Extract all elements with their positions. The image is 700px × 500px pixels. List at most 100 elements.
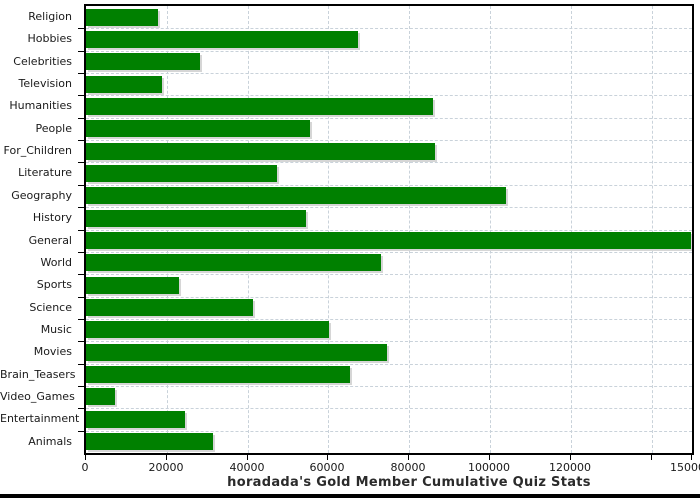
- horizontal-gridline: [86, 297, 692, 298]
- bar-literature: [86, 164, 277, 182]
- bar-entertainment: [86, 410, 185, 428]
- bar-television: [86, 75, 162, 93]
- y-axis-tick: [78, 207, 84, 208]
- x-axis-tick-label: 60000: [309, 461, 345, 474]
- category-label: Video_Games: [0, 389, 75, 403]
- plot-area: [84, 4, 694, 455]
- horizontal-gridline: [86, 408, 692, 409]
- y-axis-tick: [78, 408, 84, 409]
- horizontal-gridline: [86, 319, 692, 320]
- horizontal-gridline: [86, 230, 692, 231]
- y-axis-tick: [78, 364, 84, 365]
- vertical-gridline: [490, 6, 491, 453]
- x-axis-tick-label: 150000: [670, 461, 700, 474]
- y-axis-tick: [78, 95, 84, 96]
- category-label: History: [32, 211, 72, 225]
- bar-humanities: [86, 97, 433, 115]
- bar-video_games: [86, 388, 115, 406]
- x-axis-tick: [570, 455, 571, 460]
- bar-geography: [86, 187, 506, 205]
- horizontal-gridline: [86, 431, 692, 432]
- x-axis-tick: [247, 455, 248, 460]
- category-label: Sports: [36, 278, 72, 292]
- y-axis-tick: [78, 73, 84, 74]
- y-axis-tick: [78, 51, 84, 52]
- bar-people: [86, 120, 310, 138]
- category-label: Movies: [33, 345, 72, 359]
- y-axis-tick: [78, 341, 84, 342]
- x-axis-tick-label: 100000: [468, 461, 510, 474]
- x-axis-tick-label: 0: [81, 461, 89, 474]
- y-axis-tick: [78, 185, 84, 186]
- bar-sports: [86, 276, 179, 294]
- bar-celebrities: [86, 53, 200, 71]
- horizontal-gridline: [86, 386, 692, 387]
- bottom-border-band: [0, 494, 700, 498]
- bar-music: [86, 321, 329, 339]
- x-axis-tick: [489, 455, 490, 460]
- x-axis-tick: [651, 455, 652, 460]
- horizontal-gridline: [86, 28, 692, 29]
- category-label: World: [40, 255, 72, 269]
- horizontal-gridline: [86, 341, 692, 342]
- horizontal-gridline: [86, 162, 692, 163]
- horizontal-gridline: [86, 118, 692, 119]
- horizontal-gridline: [86, 252, 692, 253]
- horizontal-gridline: [86, 51, 692, 52]
- horizontal-gridline: [86, 207, 692, 208]
- category-label: Geography: [11, 188, 72, 202]
- y-axis-tick: [78, 431, 84, 432]
- y-axis-tick: [78, 274, 84, 275]
- bar-world: [86, 254, 381, 272]
- category-label: Animals: [28, 434, 72, 448]
- horizontal-gridline: [86, 140, 692, 141]
- vertical-gridline: [409, 6, 411, 453]
- x-axis-tick-label: 20000: [148, 461, 184, 474]
- bar-animals: [86, 433, 213, 451]
- bar-history: [86, 209, 306, 227]
- horizontal-gridline: [86, 95, 692, 96]
- vertical-gridline: [328, 6, 330, 453]
- y-axis-tick: [78, 252, 84, 253]
- category-label: For_Children: [3, 144, 72, 158]
- x-axis-tick-label: 40000: [229, 461, 265, 474]
- bar-hobbies: [86, 30, 358, 48]
- vertical-gridline: [570, 6, 572, 453]
- x-axis-tick-label: 120000: [549, 461, 591, 474]
- vertical-gridline: [651, 6, 653, 453]
- category-label: Science: [29, 300, 72, 314]
- category-label: Celebrities: [13, 54, 72, 68]
- category-label: Religion: [28, 10, 72, 23]
- y-axis-tick: [78, 162, 84, 163]
- category-label: Literature: [18, 166, 72, 180]
- y-axis-tick: [78, 28, 84, 29]
- x-axis-tick: [166, 455, 167, 460]
- horizontal-gridline: [86, 364, 692, 365]
- bar-science: [86, 299, 253, 317]
- category-label: Music: [40, 322, 72, 336]
- x-axis-tick: [691, 455, 692, 460]
- y-axis-tick: [78, 230, 84, 231]
- vertical-gridline: [166, 6, 168, 453]
- y-axis-tick: [78, 386, 84, 387]
- category-label: General: [28, 233, 72, 247]
- bar-brain_teasers: [86, 366, 350, 384]
- x-axis-tick-label: 80000: [390, 461, 426, 474]
- y-axis-tick: [78, 319, 84, 320]
- category-label: People: [35, 121, 72, 135]
- x-axis-tick: [327, 455, 328, 460]
- x-axis-tick: [85, 455, 86, 460]
- chart-title: horadada's Gold Member Cumulative Quiz S…: [227, 475, 591, 490]
- bar-general: [86, 232, 691, 249]
- bar-movies: [86, 343, 387, 361]
- vertical-gridline: [247, 6, 249, 453]
- category-label: Humanities: [9, 99, 72, 113]
- bar-religion: [86, 8, 158, 26]
- horizontal-gridline: [86, 73, 692, 74]
- category-label: Television: [18, 77, 73, 91]
- y-axis-tick: [78, 118, 84, 119]
- bar-for_children: [86, 142, 435, 160]
- category-label: Entertainment: [0, 412, 80, 426]
- x-axis-tick: [408, 455, 409, 460]
